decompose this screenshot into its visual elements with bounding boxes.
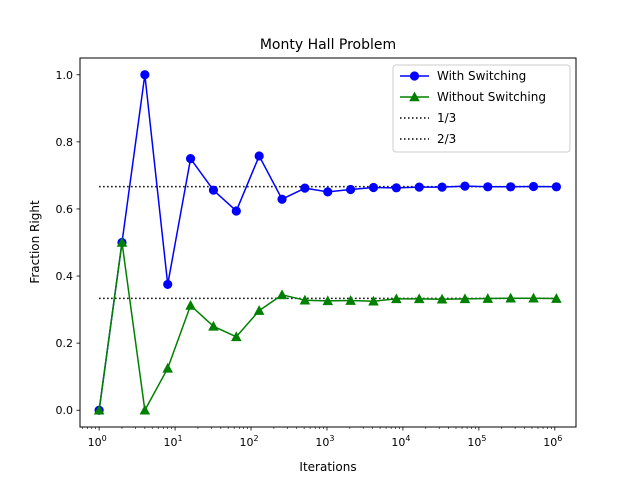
chart-title: Monty Hall Problem: [260, 37, 396, 53]
data-point-with-switching: [208, 185, 219, 195]
data-point-with-switching: [460, 181, 470, 191]
data-point-without-switching: [185, 299, 196, 310]
data-point-with-switching: [368, 182, 379, 193]
x-tick-label: 106: [543, 434, 562, 449]
legend-item-without-switching: Without Switching: [400, 90, 546, 104]
y-tick-label: 0.2: [56, 337, 74, 350]
data-point-without-switching: [345, 295, 356, 305]
data-point-without-switching: [551, 293, 562, 303]
data-point-with-switching: [551, 182, 561, 192]
data-point-without-switching: [322, 295, 334, 306]
y-axis-label: Fraction Right: [28, 200, 42, 284]
data-point-without-switching: [436, 293, 448, 304]
data-point-with-switching: [254, 151, 264, 161]
y-tick-label: 1.0: [56, 69, 74, 82]
data-point-without-switching: [116, 237, 128, 247]
data-point-with-switching: [528, 181, 539, 192]
x-tick-label: 103: [315, 434, 334, 449]
data-point-without-switching: [231, 331, 242, 342]
plot-area-frame: [79, 57, 577, 428]
data-point-with-switching: [163, 279, 173, 290]
legend: With Switching Without Switching 1/3 2/3: [392, 64, 571, 153]
series-without-switching: [93, 237, 562, 415]
data-point-with-switching: [346, 184, 356, 195]
legend-label: 2/3: [437, 132, 456, 146]
x-tick-label: 101: [164, 434, 183, 449]
data-point-without-switching: [139, 404, 151, 415]
y-tick-label: 0.0: [56, 404, 74, 417]
data-point-without-switching: [299, 294, 311, 305]
legend-swatch-marker: [409, 71, 420, 81]
x-axis-ticks: 100 101 102 103 104 105 106: [81, 427, 562, 449]
data-point-with-switching: [391, 183, 401, 193]
data-point-without-switching: [459, 293, 471, 304]
y-axis-ticks: 0.0 0.2 0.4 0.6 0.8 1.0: [56, 69, 80, 417]
data-point-without-switching: [391, 293, 402, 304]
data-point-with-switching: [185, 154, 196, 164]
data-point-with-switching: [140, 70, 150, 80]
y-tick-label: 0.8: [56, 136, 74, 149]
legend-label: 1/3: [437, 111, 456, 125]
data-point-without-switching: [162, 362, 173, 373]
data-point-without-switching: [276, 289, 288, 300]
x-tick-label: 105: [467, 434, 486, 449]
series-with-switching: [94, 70, 561, 415]
x-tick-label: 102: [239, 434, 258, 449]
data-point-without-switching: [482, 293, 494, 303]
legend-box: [392, 64, 571, 153]
data-point-without-switching: [208, 320, 219, 331]
legend-item-2-3: 2/3: [400, 132, 456, 146]
data-point-without-switching: [253, 305, 265, 315]
data-point-without-switching: [505, 292, 516, 303]
y-tick-label: 0.6: [56, 203, 74, 216]
data-point-without-switching: [413, 293, 425, 304]
data-point-with-switching: [300, 183, 310, 193]
legend-label: With Switching: [437, 69, 526, 83]
y-tick-label: 0.4: [56, 270, 74, 283]
data-point-with-switching: [414, 182, 424, 192]
series-layer: [93, 70, 562, 415]
data-point-with-switching: [506, 182, 516, 192]
data-point-without-switching: [93, 404, 105, 415]
legend-item-with-switching: With Switching: [400, 69, 526, 83]
data-point-with-switching: [483, 182, 493, 192]
x-tick-label: 100: [88, 434, 107, 449]
data-point-with-switching: [277, 194, 287, 204]
data-point-with-switching: [437, 182, 447, 192]
x-axis-label: Iterations: [299, 460, 356, 474]
legend-swatch-marker: [409, 91, 420, 102]
data-point-without-switching: [368, 295, 379, 306]
data-point-with-switching: [323, 187, 333, 197]
legend-label: Without Switching: [437, 90, 546, 104]
x-tick-label: 104: [391, 434, 410, 449]
data-point-with-switching: [231, 206, 241, 216]
data-point-without-switching: [528, 292, 539, 303]
legend-item-1-3: 1/3: [400, 111, 456, 125]
